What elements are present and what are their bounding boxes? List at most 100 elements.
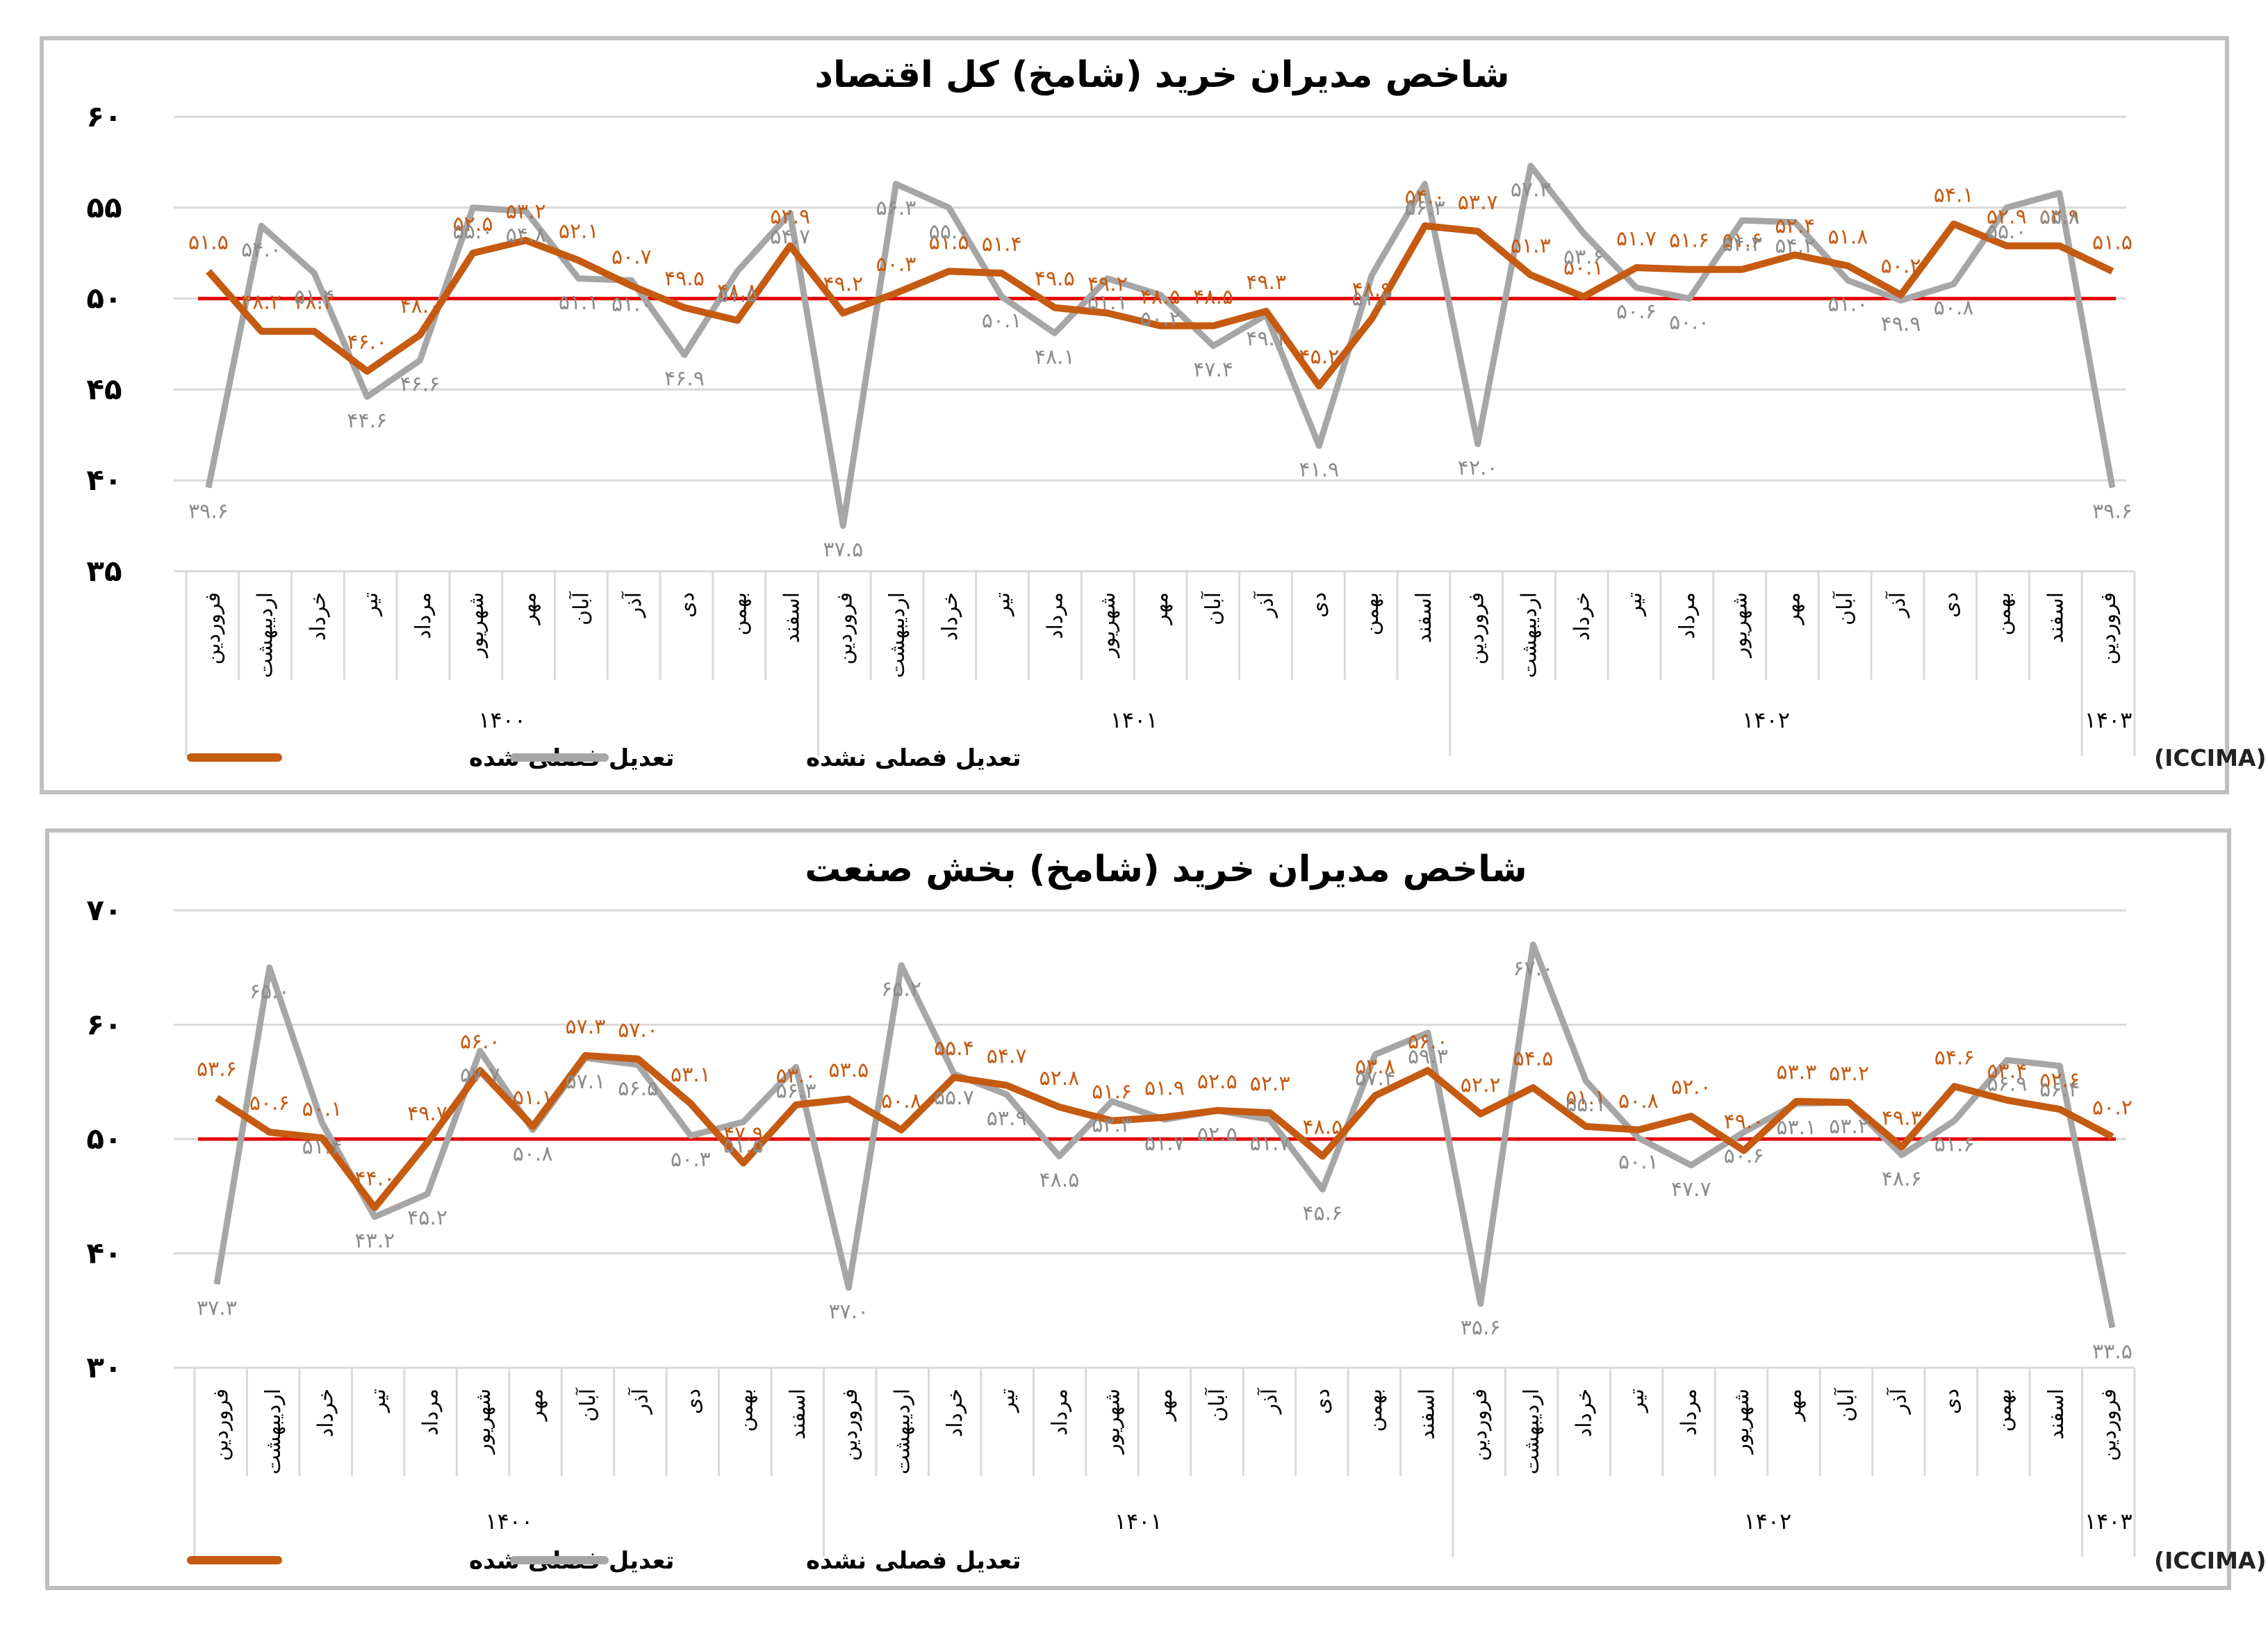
x-tick-label: تیر	[359, 592, 383, 617]
data-label: ۴۷.۴	[1193, 358, 1233, 382]
data-label: ۳۷.۵	[823, 538, 863, 562]
x-tick-label: بهمن	[1363, 1389, 1387, 1432]
data-label: ۵۰.۶	[249, 1091, 290, 1115]
data-label: ۵۱.۸	[1827, 225, 1868, 249]
data-label: ۵۱.۱	[559, 290, 599, 315]
data-label: ۵۳.۱	[671, 1063, 711, 1087]
data-label: ۵۷.۰	[618, 1018, 658, 1042]
data-label: ۵۱.۳	[1511, 234, 1551, 259]
data-label: ۵۹.۳	[1408, 1045, 1448, 1069]
x-tick-label: آذر	[1886, 1387, 1911, 1415]
x-tick-label: اسفند	[786, 1389, 810, 1439]
data-label: ۵۱.۷	[1250, 1131, 1290, 1156]
data-label: ۵۰.۲	[1881, 254, 1921, 278]
data-label: ۵۱.۶	[1669, 229, 1709, 253]
data-label: ۵۲.۰	[1671, 1075, 1711, 1099]
x-tick-label: اردیبهشت	[261, 1389, 286, 1475]
y-tick-label: ۴۰	[86, 1236, 122, 1270]
data-label: ۴۸.۰	[400, 294, 440, 318]
data-label: ۵۱.۷	[1616, 227, 1657, 251]
data-label: ۵۱.۵	[723, 1133, 764, 1158]
chart-panel-2: شاخص مدیران خرید (شامخ) بخش صنعت ۳۰ ۴۰ ۵۰ ۶۰…	[45, 828, 2268, 1590]
data-label: ۵۵.۱	[1566, 1092, 1606, 1117]
data-label: ۴۹.۳	[1246, 270, 1286, 295]
x-tick-label: تیر	[1622, 592, 1647, 617]
chart-title: شاخص مدیران خرید (شامخ) بخش صنعت	[805, 849, 1527, 890]
x-tick-label: خرداد	[1570, 592, 1594, 641]
x-tick-label: بهمن	[1991, 1389, 2016, 1432]
data-label: ۵۰.۱	[1618, 1149, 1659, 1174]
y-tick-label: ۵۰	[86, 1122, 122, 1156]
x-tick-label: شهریور	[1729, 1389, 1754, 1455]
data-label: ۵۲.۱	[559, 220, 599, 244]
data-label: ۵۱.۶	[1934, 1133, 1975, 1157]
y-tick-label: ۶۰	[86, 1008, 122, 1042]
x-tick-label: بهمن	[733, 1389, 757, 1432]
data-label: ۴۳.۲	[354, 1229, 395, 1253]
x-tick-label: خرداد	[306, 592, 330, 641]
x-tick-label: بهمن	[1991, 592, 2016, 635]
x-tick-label: اردیبهشت	[1520, 1389, 1544, 1475]
x-tick-label: مهر	[1149, 592, 1173, 625]
y-tick-label: ۷۰	[86, 893, 122, 927]
data-label: ۵۶.۳	[876, 196, 916, 220]
x-tick-label: مرداد	[1043, 592, 1067, 639]
x-tick-label: آبان	[1201, 591, 1226, 625]
x-tick-label: شهریور	[1096, 592, 1120, 659]
x-tick-label: خرداد	[943, 1389, 967, 1437]
data-label: ۵۱.۴	[302, 1135, 343, 1159]
x-tick-label: مهر	[1153, 1389, 1177, 1422]
year-label: ۱۴۰۲	[1743, 1508, 1791, 1534]
data-label: ۴۸.۶	[1882, 1167, 1922, 1191]
year-label: ۱۴۰۳	[2085, 707, 2133, 733]
data-label: ۵۴.۰	[1405, 185, 1445, 209]
year-label: ۱۴۰۲	[1742, 707, 1790, 733]
data-label: ۵۰.۸	[881, 1089, 921, 1113]
data-label: ۵۱.۹	[1144, 1077, 1185, 1101]
data-label: ۵۳.۶	[197, 1057, 237, 1081]
y-tick-label: ۵۰	[86, 281, 122, 316]
x-tick-label: آذر	[627, 1387, 652, 1415]
data-label: ۵۰.۶	[1616, 300, 1657, 324]
x-tick-label: اسفند	[2044, 592, 2068, 643]
year-label: ۱۴۰۰	[478, 707, 526, 733]
x-tick-label: دی	[1939, 592, 1963, 618]
data-label: ۵۳.۳	[1092, 1113, 1132, 1138]
data-label: ۵۱.۱	[513, 1086, 553, 1110]
data-label: ۴۹.۱	[1246, 327, 1286, 351]
x-tick-label: فروردین	[2096, 592, 2121, 664]
data-label: ۵۳.۴	[1987, 1059, 2027, 1083]
data-label: ۶۵.۲	[881, 977, 921, 1001]
x-tick-label: اردیبهشت	[254, 592, 278, 678]
data-label: ۵۰.۳	[671, 1147, 711, 1172]
x-tick-label: تیر	[366, 1389, 391, 1414]
data-label: ۴۷.۷	[1671, 1177, 1711, 1202]
data-label: ۵۵.۰	[929, 220, 969, 244]
y-tick-label: ۴۵	[86, 372, 122, 406]
data-label: ۵۰.۸	[1934, 296, 1974, 320]
data-label: ۵۶.۰	[460, 1029, 500, 1054]
data-label: ۵۳.۵	[828, 1058, 869, 1082]
x-tick-label: آذر	[1885, 591, 1910, 619]
data-label: ۵۱.۶	[1722, 229, 1762, 253]
data-label: ۵۳.۲	[506, 199, 546, 224]
data-label: ۵۳.۷	[1458, 190, 1498, 215]
data-label: ۵۰.۱	[1563, 256, 1604, 280]
data-label: ۴۹.۳	[1882, 1106, 1922, 1131]
x-tick-label: شهریور	[464, 592, 488, 659]
x-tick-label: مهر	[523, 1389, 548, 1422]
data-label: ۴۵.۲	[407, 1206, 447, 1230]
data-label: ۵۶.۰	[1408, 1029, 1448, 1054]
x-tick-label: شهریور	[471, 1389, 495, 1455]
data-label: ۴۱.۹	[1299, 457, 1339, 482]
data-label: ۳۷.۰	[828, 1300, 869, 1324]
data-label: ۵۴.۵	[1513, 1047, 1553, 1071]
y-tick-label: ۶۰	[86, 99, 122, 133]
data-label: ۴۸.۲	[241, 290, 281, 315]
legend-label-unadjusted: تعدیل فصلی نشده	[806, 744, 1021, 772]
x-tick-label: شهریور	[1728, 592, 1752, 659]
legend-label-unadjusted: تعدیل فصلی نشده	[806, 1547, 1021, 1575]
data-label: ۵۱.۱	[1566, 1086, 1606, 1110]
x-tick-label: دی	[675, 592, 699, 618]
